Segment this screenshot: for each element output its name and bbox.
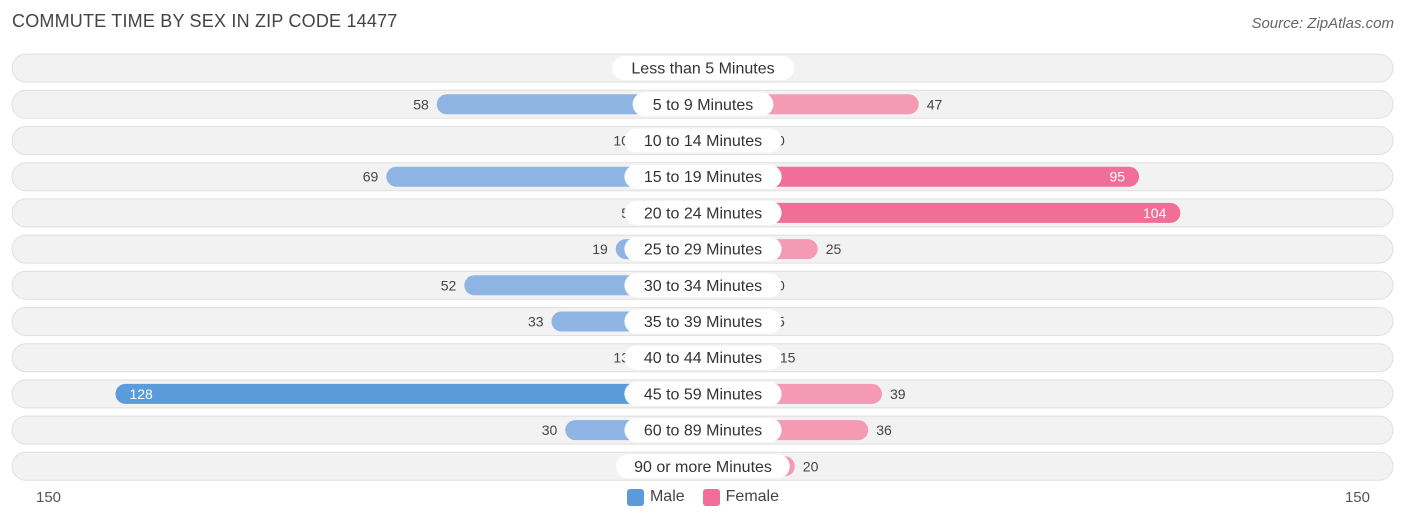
male-value-label: 52 [441, 277, 457, 293]
category-label-bg [624, 164, 782, 189]
legend-female-label: Female [725, 488, 780, 505]
male-value-label: 19 [592, 241, 608, 257]
category-label-bg [624, 418, 782, 443]
legend-item-male[interactable]: Male [626, 488, 685, 506]
category-label-bg [624, 345, 782, 370]
male-value-label: 128 [129, 386, 153, 402]
category-label-bg [624, 309, 782, 334]
male-value-label: 30 [542, 422, 558, 438]
male-swatch [626, 488, 644, 506]
female-swatch [702, 488, 720, 506]
male-value-label: 69 [363, 169, 379, 185]
female-value-label: 25 [826, 241, 842, 257]
female-value-label: 104 [1143, 205, 1167, 221]
male-bar [386, 166, 703, 187]
category-label: 35 to 39 Minutes [644, 314, 762, 331]
female-value-label: 36 [876, 422, 892, 438]
male-value-label: 33 [528, 314, 544, 330]
category-label: 30 to 34 Minutes [644, 278, 762, 295]
legend-male-label: Male [649, 488, 685, 505]
female-value-label: 20 [803, 458, 819, 474]
category-label: 40 to 44 Minutes [644, 350, 762, 367]
category-label-bg [624, 128, 782, 153]
category-label-bg [624, 237, 782, 262]
category-label-bg [616, 454, 790, 479]
category-label-bg [612, 56, 794, 81]
category-label-bg [624, 273, 782, 298]
category-label: Less than 5 Minutes [631, 61, 774, 78]
male-bar [115, 383, 704, 404]
category-label: 90 or more Minutes [634, 459, 772, 476]
legend: Male Female [0, 488, 1406, 506]
category-label-bg [624, 200, 782, 225]
axis-right-label: 150 [1344, 489, 1370, 506]
chart-title: COMMUTE TIME BY SEX IN ZIP CODE 14477 [12, 11, 398, 31]
female-value-label: 39 [890, 386, 906, 402]
source-label: Source: ZipAtlas.com [1251, 15, 1394, 32]
category-label: 10 to 14 Minutes [644, 133, 762, 150]
female-value-label: 15 [780, 350, 796, 366]
category-label-bg [632, 92, 774, 117]
category-label: 25 to 29 Minutes [644, 242, 762, 259]
male-value-label: 58 [413, 96, 429, 112]
category-label: 5 to 9 Minutes [653, 97, 754, 114]
category-label-bg [624, 381, 782, 406]
female-value-label: 95 [1109, 169, 1125, 185]
legend-item-female[interactable]: Female [702, 488, 780, 506]
female-value-label: 47 [927, 96, 943, 112]
category-label: 60 to 89 Minutes [644, 423, 762, 440]
female-bar [703, 166, 1140, 187]
female-bar [703, 202, 1181, 223]
category-label: 20 to 24 Minutes [644, 205, 762, 222]
category-label: 45 to 59 Minutes [644, 386, 762, 403]
category-label: 15 to 19 Minutes [644, 169, 762, 186]
axis-left-label: 150 [36, 489, 62, 506]
